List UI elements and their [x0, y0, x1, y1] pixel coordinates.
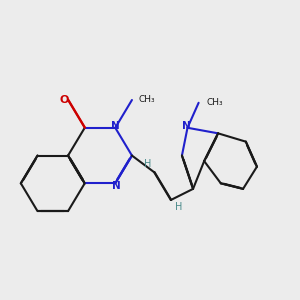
Text: N: N [112, 181, 121, 191]
Text: O: O [59, 95, 69, 105]
Text: CH₃: CH₃ [139, 95, 155, 104]
Text: H: H [143, 159, 151, 169]
Text: CH₃: CH₃ [207, 98, 224, 107]
Text: H: H [176, 202, 183, 212]
Text: N: N [111, 122, 120, 131]
Text: N: N [182, 122, 190, 131]
